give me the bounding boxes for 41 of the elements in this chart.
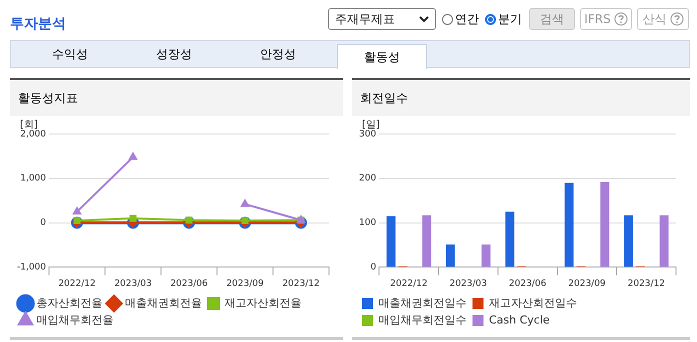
text: 성장성 — [155, 46, 193, 63]
legend-label: 재고자산회전일수 — [489, 296, 577, 310]
text: 안정성 — [259, 46, 297, 63]
chart-title: 회전일수 — [352, 80, 690, 116]
y-tick-label: -1,000 — [16, 262, 46, 273]
y-tick-label: 200 — [358, 174, 376, 184]
legend-label: 매입채무회전율 — [36, 313, 114, 326]
x-tick-label: 2022/12 — [58, 278, 96, 289]
legend-label: 총자산회전율 — [36, 296, 102, 310]
text: 투자분석 — [10, 15, 66, 33]
y-tick-label: 300 — [358, 129, 376, 140]
x-tick-label: 2023/06 — [170, 278, 208, 289]
y-axis-title: [일] — [362, 120, 380, 131]
text: 수익성 — [51, 46, 89, 63]
legend-label: 재고자산회전율 — [224, 296, 302, 310]
x-tick-label: 2023/09 — [568, 278, 606, 289]
y-tick-label: 2,000 — [20, 129, 46, 140]
legend-label: Cash Cycle — [489, 313, 550, 326]
x-tick-label: 2022/12 — [390, 278, 428, 289]
y-axis-title: [회] — [20, 120, 38, 131]
legend-label: 매입채무회전일수 — [378, 313, 466, 326]
y-tick-label: 0 — [370, 262, 376, 273]
text: 검색 — [529, 8, 575, 30]
legend-label: 매출채권회전일수 — [378, 296, 466, 310]
text: 연간 — [455, 11, 479, 28]
text: 주재무제표 — [335, 10, 395, 28]
legend-label: 매출채권회전율 — [125, 296, 202, 310]
text: IFRS — [580, 8, 632, 30]
x-tick-label: 2023/12 — [628, 278, 666, 289]
text: 활동성 — [337, 44, 427, 69]
y-tick-label: 1,000 — [20, 174, 46, 184]
x-tick-label: 2023/06 — [508, 278, 547, 289]
text: 산식 — [637, 8, 689, 30]
chart-title: 활동성지표 — [10, 80, 343, 116]
x-tick-label: 2023/12 — [282, 278, 320, 289]
x-tick-label: 2023/09 — [226, 278, 264, 289]
y-tick-label: 0 — [40, 218, 46, 228]
y-tick-label: 100 — [358, 218, 376, 228]
x-tick-label: 2023/03 — [450, 278, 487, 289]
text: 분기 — [498, 11, 522, 28]
x-tick-label: 2023/03 — [114, 278, 152, 289]
